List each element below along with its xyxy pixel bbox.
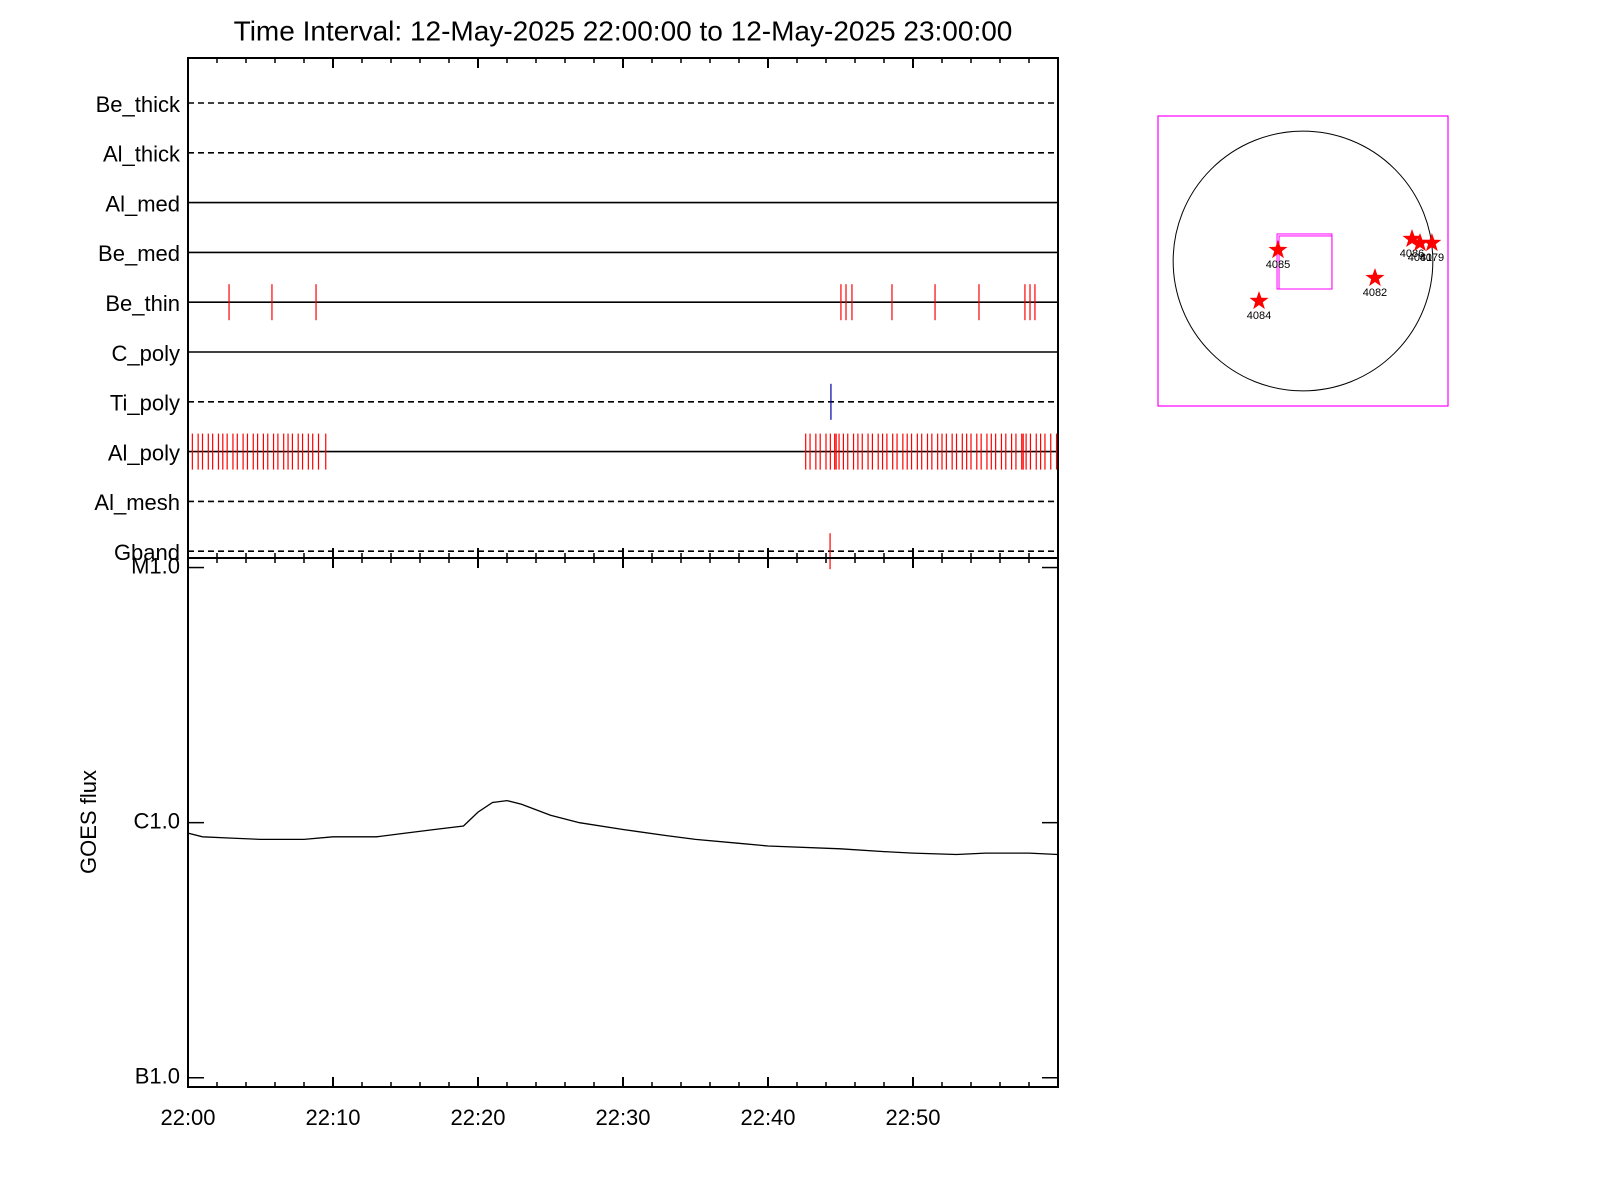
row-label: Ti_poly (110, 391, 180, 416)
region-label: 4081 (1408, 252, 1432, 264)
solar-limb (1172, 130, 1434, 392)
row-label: C_poly (112, 341, 180, 366)
region-label: 4082 (1363, 287, 1387, 299)
x-tick-label: 22:10 (305, 1105, 360, 1130)
row-label: Al_mesh (94, 490, 180, 515)
region-star (1402, 229, 1422, 247)
x-tick-label: 22:00 (160, 1105, 215, 1130)
y-axis-label: GOES flux (76, 770, 101, 874)
row-label: Be_thin (105, 291, 180, 316)
x-tick-label: 22:50 (885, 1105, 940, 1130)
map-frame (1157, 115, 1449, 407)
region-star (1410, 233, 1430, 252)
y-tick-label: C1.0 (134, 808, 180, 833)
y-tick-label: B1.0 (135, 1064, 180, 1089)
y-tick-label: M1.0 (131, 553, 180, 578)
row-label: Gband (114, 540, 180, 565)
region-star (1249, 291, 1269, 310)
panel-frame (187, 57, 1059, 559)
row-label: Al_med (105, 191, 180, 216)
region-star (1365, 268, 1385, 287)
region-star (1268, 240, 1288, 259)
title: Time Interval: 12-May-2025 22:00:00 to 1… (234, 15, 1013, 46)
region-label: 4084 (1247, 310, 1271, 322)
field-of-view (1278, 235, 1333, 290)
region-label: 4086 (1400, 248, 1424, 260)
region-star (1422, 233, 1442, 252)
row-label: Be_med (98, 241, 180, 266)
region-label: 4079 (1420, 252, 1444, 264)
panel-frame (187, 557, 1059, 1088)
x-tick-label: 22:40 (740, 1105, 795, 1130)
x-tick-label: 22:20 (450, 1105, 505, 1130)
flux-line (187, 799, 1059, 856)
row-label: Be_thick (96, 92, 181, 117)
row-label: Al_thick (103, 142, 181, 167)
region-label: 4085 (1266, 259, 1290, 271)
row-label: Al_poly (108, 440, 180, 465)
x-tick-label: 22:30 (595, 1105, 650, 1130)
